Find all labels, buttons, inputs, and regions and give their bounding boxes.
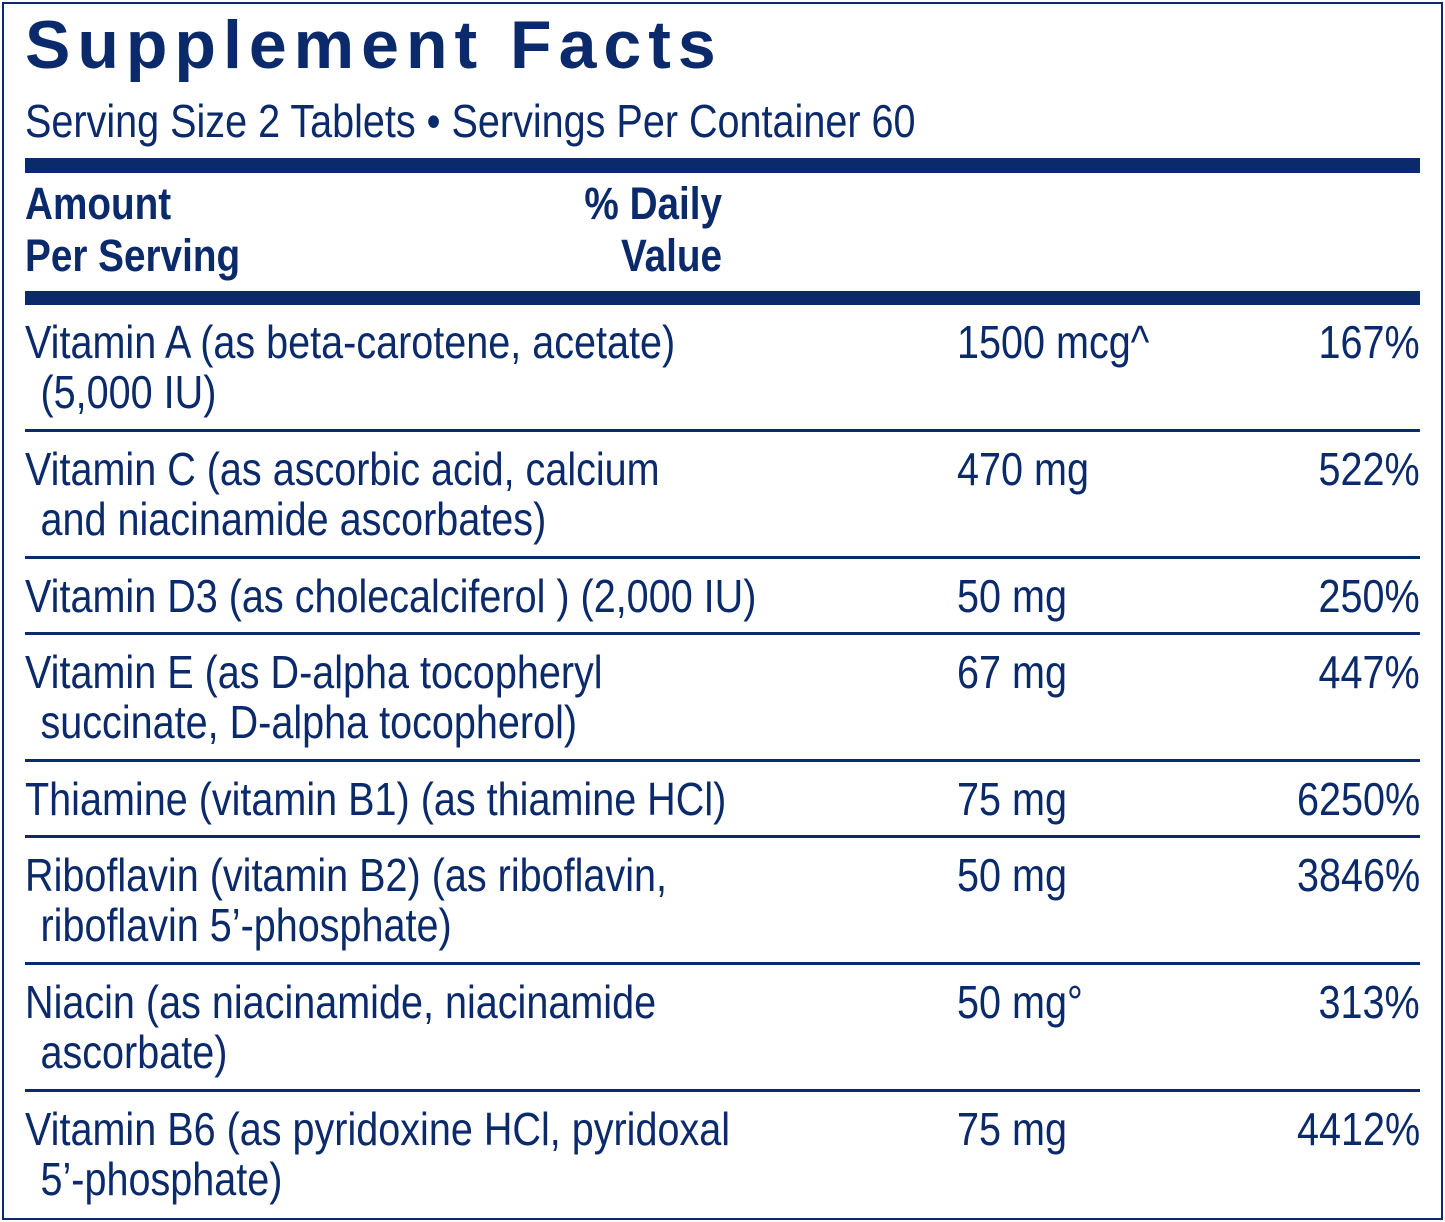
- nutrient-row: Vitamin B6 (as pyridoxine HCl, pyridoxal…: [25, 1092, 1420, 1216]
- nutrient-name-line: succinate, D-alpha tocopherol): [40, 696, 578, 748]
- nutrient-name-line: Vitamin B6 (as pyridoxine HCl, pyridoxal: [25, 1103, 731, 1155]
- nutrient-name: Vitamin D3 (as cholecalciferol ) (2,000 …: [25, 571, 756, 621]
- nutrient-row: Vitamin C (as ascorbic acid, calcium and …: [25, 432, 1420, 559]
- nutrient-amount: 75 mg: [957, 773, 1067, 825]
- nutrient-name: Vitamin E (as D-alpha tocopheryl succinat…: [25, 647, 603, 747]
- header-line: Value: [620, 230, 722, 281]
- nutrient-row: Vitamin D3 (as cholecalciferol ) (2,000 …: [25, 559, 1420, 635]
- nutrient-daily-value: 167%: [1318, 316, 1420, 368]
- nutrient-daily-value: 6250%: [1296, 773, 1420, 825]
- nutrient-name-line: Niacin (as niacinamide, niacinamide: [25, 976, 657, 1028]
- nutrient-daily-value: 4412%: [1296, 1103, 1420, 1155]
- nutrient-daily-value: 3846%: [1296, 849, 1420, 901]
- nutrient-name-line: Vitamin E (as D-alpha tocopheryl: [25, 646, 603, 698]
- nutrient-row: Thiamine (vitamin B1) (as thiamine HCl) 7…: [25, 762, 1420, 838]
- nutrient-daily-value: 313%: [1318, 976, 1420, 1028]
- nutrient-name: Thiamine (vitamin B1) (as thiamine HCl): [25, 774, 726, 824]
- nutrient-name: Vitamin A (as beta-carotene, acetate) (5,…: [25, 317, 675, 417]
- header-line: Amount: [25, 178, 172, 229]
- nutrient-amount: 50 mg°: [957, 976, 1083, 1028]
- header-line: Per Serving: [25, 230, 241, 281]
- nutrient-amount: 67 mg: [957, 646, 1067, 698]
- daily-value-header: % Daily Value: [584, 178, 722, 282]
- thick-divider: [25, 291, 1420, 305]
- nutrient-name-line: Vitamin C (as ascorbic acid, calcium: [25, 443, 660, 495]
- nutrient-amount: 470 mg: [957, 443, 1089, 495]
- nutrient-name: Vitamin C (as ascorbic acid, calcium and …: [25, 444, 660, 544]
- nutrient-name: Riboflavin (vitamin B2) (as riboflavin, r…: [25, 850, 667, 950]
- nutrient-name-line: riboflavin 5’-phosphate): [40, 899, 452, 951]
- nutrient-amount: 50 mg: [957, 849, 1067, 901]
- serving-info: Serving Size 2 Tablets • Servings Per Co…: [25, 95, 916, 147]
- nutrient-name-line: and niacinamide ascorbates): [40, 493, 547, 545]
- nutrient-name-line: ascorbate): [40, 1026, 228, 1078]
- nutrient-amount: 75 mg: [957, 1103, 1067, 1155]
- header-line: % Daily: [584, 178, 722, 229]
- thick-divider: [25, 158, 1420, 173]
- nutrient-amount: 1500 mcg^: [957, 316, 1150, 368]
- nutrient-name-line: Riboflavin (vitamin B2) (as riboflavin,: [25, 849, 667, 901]
- nutrient-row: Vitamin A (as beta-carotene, acetate) (5,…: [25, 305, 1420, 432]
- label-title: Supplement Facts: [25, 7, 723, 83]
- nutrient-name: Vitamin B6 (as pyridoxine HCl, pyridoxal…: [25, 1104, 730, 1204]
- nutrient-daily-value: 250%: [1318, 570, 1420, 622]
- nutrient-daily-value: 522%: [1318, 443, 1420, 495]
- amount-per-serving-header: Amount Per Serving: [25, 178, 240, 282]
- nutrient-name-line: (5,000 IU): [40, 366, 217, 418]
- nutrient-name-line: Vitamin D3 (as cholecalciferol ) (2,000 …: [25, 570, 757, 622]
- nutrient-daily-value: 447%: [1318, 646, 1420, 698]
- nutrient-name: Niacin (as niacinamide, niacinamide ascor…: [25, 977, 656, 1077]
- nutrient-row: Riboflavin (vitamin B2) (as riboflavin, r…: [25, 838, 1420, 965]
- nutrient-table: Vitamin A (as beta-carotene, acetate) (5,…: [25, 305, 1420, 1216]
- nutrient-row: Niacin (as niacinamide, niacinamide ascor…: [25, 965, 1420, 1092]
- nutrient-row: Vitamin E (as D-alpha tocopheryl succinat…: [25, 635, 1420, 762]
- nutrient-amount: 50 mg: [957, 570, 1067, 622]
- nutrient-name-line: 5’-phosphate): [40, 1153, 283, 1205]
- nutrient-name-line: Thiamine (vitamin B1) (as thiamine HCl): [25, 773, 727, 825]
- nutrient-name-line: Vitamin A (as beta-carotene, acetate): [25, 316, 676, 368]
